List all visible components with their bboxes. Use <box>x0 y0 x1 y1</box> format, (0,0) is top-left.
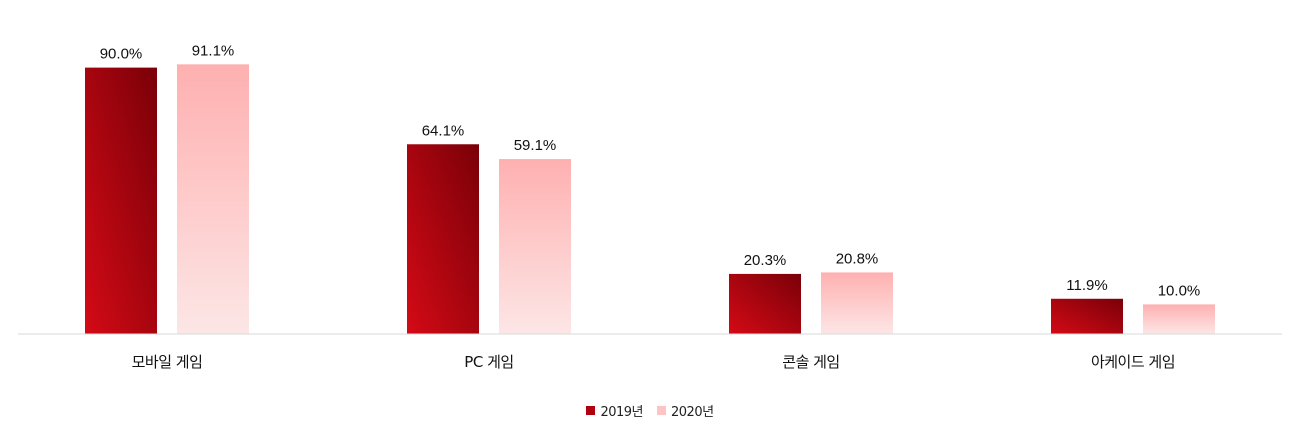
bar-2020년-0 <box>177 64 249 335</box>
category-labels-group: 모바일 게임 PC 게임 콘솔 게임 아케이드 게임 <box>132 353 1176 371</box>
legend-item-2019: 2019년 <box>586 401 643 420</box>
value-label-2020년-0: 91.1% <box>192 42 235 59</box>
legend: 2019년 2020년 <box>0 401 1300 420</box>
legend-swatch-2019 <box>586 406 596 415</box>
category-label-3: 아케이드 게임 <box>1091 353 1175 371</box>
value-label-2019년-3: 11.9% <box>1066 277 1107 294</box>
bars-group <box>85 64 1215 335</box>
value-labels-group: 90.0% 91.1% 64.1% 59.1% 20.3% 20.8% 11.9% 10.0% <box>100 42 1201 299</box>
value-label-2019년-0: 90.0% <box>100 46 143 63</box>
category-label-1: PC 게임 <box>464 353 513 371</box>
bar-2020년-1 <box>499 159 571 334</box>
value-label-2020년-2: 20.8% <box>836 250 879 267</box>
bar-2020년-3 <box>1143 304 1215 334</box>
legend-item-2020: 2020년 <box>657 401 714 420</box>
value-label-2019년-1: 64.1% <box>422 122 465 139</box>
category-label-2: 콘솔 게임 <box>782 353 839 371</box>
bar-2019년-3 <box>1051 298 1123 334</box>
value-label-2020년-3: 10.0% <box>1158 282 1201 299</box>
legend-swatch-2020 <box>657 406 666 415</box>
value-label-2020년-1: 59.1% <box>514 137 557 154</box>
bar-2019년-1 <box>407 144 479 334</box>
bar-chart: 90.0% 91.1% 64.1% 59.1% 20.3% 20.8% 11.9% 10.0%… <box>18 42 1282 371</box>
bar-2019년-2 <box>729 273 801 334</box>
category-label-0: 모바일 게임 <box>132 353 203 371</box>
bar-2019년-0 <box>85 67 157 334</box>
legend-label-2019: 2019년 <box>600 405 643 420</box>
value-label-2019년-2: 20.3% <box>744 252 787 269</box>
bar-2020년-2 <box>821 272 893 334</box>
legend-label-2020: 2020년 <box>671 405 714 420</box>
